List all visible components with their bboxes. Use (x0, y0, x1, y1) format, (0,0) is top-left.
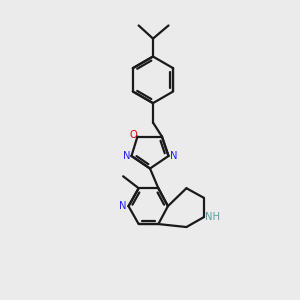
Text: N: N (123, 151, 130, 161)
Text: N: N (169, 151, 177, 161)
Text: NH: NH (205, 212, 220, 222)
Text: O: O (129, 130, 137, 140)
Text: N: N (119, 201, 126, 211)
